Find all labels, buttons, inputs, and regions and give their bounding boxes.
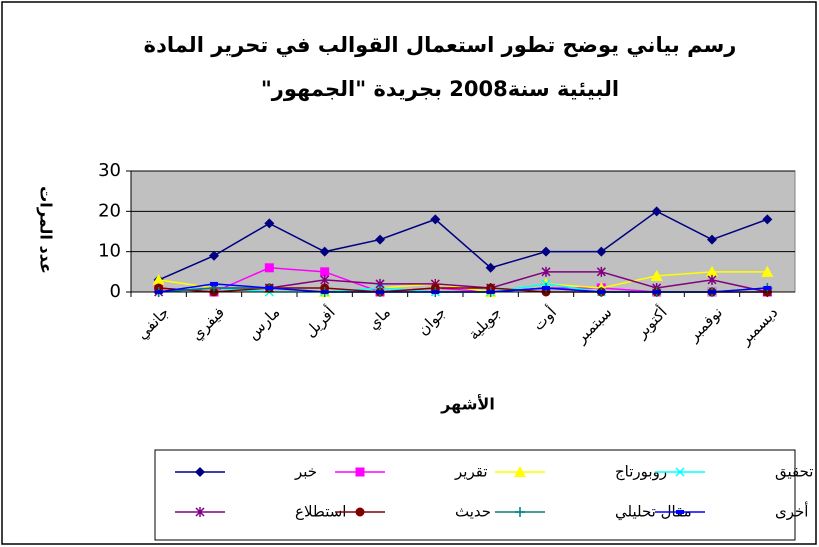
marker — [761, 265, 774, 277]
marker — [596, 266, 606, 277]
marker — [596, 246, 607, 257]
marker — [195, 467, 205, 477]
y-tick-label: 30 — [98, 160, 121, 181]
legend-label: حديث — [455, 503, 491, 521]
marker — [264, 218, 275, 229]
marker — [265, 285, 274, 290]
marker — [320, 274, 330, 285]
marker — [542, 285, 550, 290]
marker — [514, 466, 526, 477]
legend-label: أخرى — [775, 502, 808, 521]
marker — [651, 206, 662, 217]
marker — [319, 246, 330, 257]
legend-label: روبورتاج — [615, 463, 667, 482]
chart-title: رسم بياني يوضح تطور استعمال القوالب في ت… — [144, 33, 737, 57]
legend — [154, 449, 796, 541]
marker — [650, 269, 663, 281]
marker — [707, 274, 717, 285]
marker — [375, 234, 385, 245]
y-tick-label: 0 — [110, 281, 121, 302]
chart-title: البيئية سنة2008 بجريدة "الجمهور" — [261, 77, 619, 101]
marker — [675, 467, 685, 477]
y-tick-label: 10 — [98, 241, 121, 262]
legend-label: استطلاع — [295, 503, 346, 521]
marker — [355, 507, 365, 517]
marker — [706, 265, 718, 277]
marker — [676, 510, 684, 514]
marker — [485, 262, 496, 273]
marker — [210, 281, 218, 286]
marker — [763, 285, 772, 290]
marker — [430, 214, 441, 225]
legend-label: مقال تحليلي — [615, 503, 692, 522]
marker — [152, 273, 165, 285]
y-tick-label: 20 — [98, 200, 121, 221]
marker — [264, 263, 274, 273]
marker — [707, 234, 717, 245]
legend-label: خبر — [294, 463, 317, 481]
marker — [541, 246, 551, 257]
marker — [762, 214, 773, 225]
y-axis-label: عدد المرات — [37, 186, 56, 274]
marker — [541, 266, 551, 277]
marker — [355, 467, 365, 477]
legend-label: تحقيق — [775, 463, 813, 481]
marker — [515, 507, 525, 517]
marker — [209, 250, 219, 261]
series-line — [158, 210, 768, 281]
marker — [195, 507, 205, 517]
legend-label: تقرير — [454, 463, 488, 481]
x-axis-label: الأشهر — [440, 395, 495, 414]
marker — [320, 267, 330, 277]
